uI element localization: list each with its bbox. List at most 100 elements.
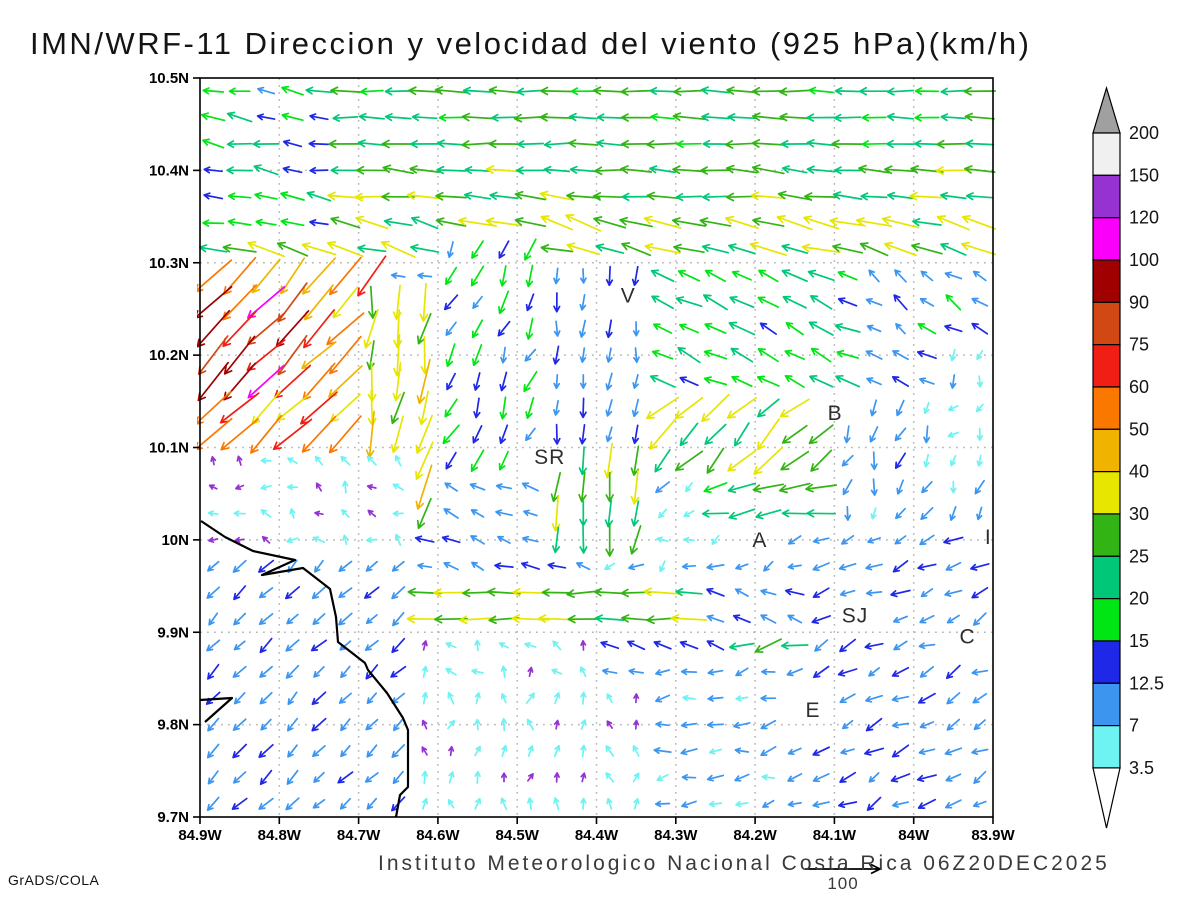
wind-arrow [870, 478, 878, 496]
wind-arrow [859, 242, 889, 257]
wind-arrow [887, 191, 914, 200]
wind-arrow [708, 748, 723, 755]
y-tick-label: 9.9N [157, 624, 189, 641]
wind-arrow [421, 640, 428, 651]
wind-arrow [470, 265, 485, 287]
wind-arrow [601, 668, 618, 675]
wind-arrow [207, 510, 219, 517]
wind-arrow [702, 192, 729, 202]
x-tick-label: 84.5W [496, 827, 540, 844]
wind-arrow [445, 642, 457, 649]
wind-arrow [551, 668, 563, 675]
wind-arrow [364, 639, 379, 651]
wind-arrow [366, 340, 375, 371]
wind-arrow [553, 797, 560, 811]
wind-arrow [494, 562, 514, 570]
wind-arrow [806, 139, 836, 148]
wind-arrow [680, 721, 698, 729]
wind-arrow [314, 510, 324, 517]
wind-arrow [975, 403, 984, 413]
wind-arrow [787, 614, 803, 624]
wind-arrow [365, 560, 378, 572]
wind-arrow [655, 481, 671, 494]
wind-arrow [441, 535, 461, 544]
colorbar-label: 20 [1129, 589, 1149, 609]
wind-arrow [286, 613, 299, 625]
wind-arrow [309, 219, 329, 227]
wind-arrow [499, 424, 509, 445]
wind-arrow [366, 484, 377, 491]
wind-arrow [787, 535, 802, 545]
wind-arrow [338, 560, 353, 572]
wind-arrow [621, 192, 651, 202]
colorbar-label: 25 [1129, 546, 1149, 566]
wind-arrow [198, 244, 228, 253]
wind-arrow [207, 663, 220, 680]
wind-arrow [761, 668, 776, 676]
wind-arrow [498, 642, 510, 649]
wind-arrow [891, 666, 910, 677]
wind-arrow [866, 796, 882, 811]
plot-frame [199, 77, 994, 818]
wind-arrow [301, 257, 336, 295]
wind-arrow [679, 376, 699, 387]
wind-arrow [918, 642, 936, 650]
wind-arrow [232, 718, 247, 731]
wind-arrow [940, 242, 967, 256]
wind-arrow [632, 772, 640, 783]
wind-arrow [415, 464, 433, 510]
wind-arrow [445, 343, 456, 368]
wind-arrow [841, 454, 854, 467]
wind-arrow [524, 348, 537, 362]
wind-arrow [464, 166, 491, 175]
colorbar-label: 15 [1129, 631, 1149, 651]
wind-arrow [522, 535, 539, 543]
wind-arrow [565, 214, 602, 232]
wind-arrow [733, 721, 751, 729]
wind-arrow [231, 797, 248, 810]
wind-arrow [341, 509, 350, 518]
colorbar-label: 60 [1129, 377, 1149, 397]
wind-arrow [936, 215, 970, 231]
wind-arrow [434, 86, 468, 95]
wind-arrow [965, 139, 995, 148]
wind-arrow [416, 497, 432, 530]
wind-arrow [206, 586, 221, 599]
colorbar-segment [1092, 725, 1121, 769]
wind-arrow [627, 640, 646, 651]
wind-arrow [394, 533, 402, 547]
wind-arrow [894, 269, 907, 283]
wind-arrow [946, 614, 960, 624]
wind-arrow [516, 87, 545, 96]
wind-arrow [735, 563, 749, 570]
wind-arrow [839, 771, 857, 783]
wind-arrow [603, 442, 613, 479]
wind-arrow [497, 535, 511, 544]
wind-arrow [436, 139, 466, 148]
x-tick-label: 84.9W [178, 827, 222, 844]
wind-arrow [976, 350, 984, 361]
wind-arrow [469, 482, 486, 491]
wind-arrow [227, 218, 252, 227]
wind-arrow [734, 747, 750, 754]
wind-arrow [760, 694, 777, 702]
wind-arrow [328, 365, 363, 398]
wind-arrow [675, 192, 703, 202]
station-label: V [621, 284, 636, 307]
wind-arrow [726, 86, 758, 95]
x-tick-label: 84.4W [575, 827, 619, 844]
y-tick-label: 9.7N [157, 809, 189, 826]
wind-arrow [733, 422, 750, 447]
wind-arrow [643, 215, 682, 229]
wind-arrow [890, 773, 911, 783]
wind-arrow [259, 769, 273, 786]
wind-arrow [552, 345, 560, 365]
wind-arrow [596, 139, 624, 148]
wind-arrow [812, 665, 830, 679]
wind-arrow [491, 113, 517, 122]
wind-arrow [659, 560, 666, 573]
colorbar-segment [1092, 640, 1121, 684]
wind-arrow [605, 426, 613, 443]
wind-arrow [365, 614, 378, 625]
wind-arrow [672, 165, 706, 175]
